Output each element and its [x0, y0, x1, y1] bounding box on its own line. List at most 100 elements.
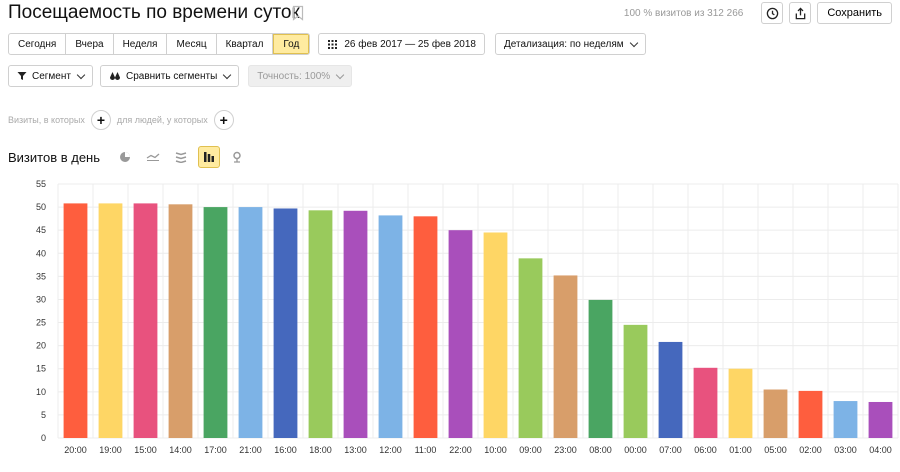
- filters-row: Визиты, в которых + для людей, у которых…: [8, 110, 240, 130]
- visits-share-text: 100 % визитов из 312 266: [623, 7, 744, 19]
- area-chart-icon: [175, 152, 187, 163]
- segment-label: Сегмент: [32, 70, 71, 82]
- x-tick-label: 18:00: [309, 445, 332, 455]
- segment-toolbar: Сегмент Сравнить сегменты Точность: 100%: [8, 65, 353, 87]
- bar: [238, 207, 263, 438]
- bar: [483, 232, 508, 438]
- y-tick-label: 50: [36, 202, 46, 212]
- segment-button[interactable]: Сегмент: [8, 65, 93, 87]
- y-tick-label: 20: [36, 341, 46, 351]
- chevron-down-icon: [335, 70, 345, 79]
- y-tick-label: 0: [41, 433, 46, 443]
- y-tick-label: 10: [36, 387, 46, 397]
- x-tick-label: 20:00: [64, 445, 87, 455]
- x-tick-label: 11:00: [415, 445, 437, 455]
- y-tick-label: 55: [36, 179, 46, 189]
- period-option[interactable]: Квартал: [217, 34, 274, 54]
- clock-icon: [766, 7, 779, 19]
- x-tick-label: 00:00: [624, 445, 647, 455]
- x-tick-label: 22:00: [449, 445, 472, 455]
- x-tick-label: 05:00: [764, 445, 787, 455]
- compare-label: Сравнить сегменты: [125, 70, 218, 82]
- export-icon: [795, 6, 806, 19]
- x-tick-label: 01:00: [729, 445, 752, 455]
- bar: [273, 208, 298, 438]
- header-actions: 100 % визитов из 312 266 Сохранить: [624, 2, 892, 24]
- area-chart-type-button[interactable]: [170, 146, 192, 168]
- visits-filter-label: Визиты, в которых: [8, 115, 85, 125]
- period-option[interactable]: Сегодня: [9, 34, 67, 54]
- y-tick-label: 45: [36, 225, 46, 235]
- x-tick-label: 03:00: [834, 445, 857, 455]
- bar: [413, 216, 438, 438]
- bar: [63, 203, 88, 438]
- period-option[interactable]: Год: [273, 34, 310, 54]
- x-tick-label: 16:00: [274, 445, 297, 455]
- x-tick-label: 23:00: [554, 445, 577, 455]
- period-option[interactable]: Месяц: [167, 34, 217, 54]
- pie-chart-type-button[interactable]: [114, 146, 136, 168]
- bar: [168, 204, 193, 438]
- period-toolbar: Сегодня Вчера Неделя Месяц Квартал Год 26 фев…: [8, 33, 646, 55]
- chevron-down-icon: [76, 70, 86, 79]
- bar: [728, 368, 753, 438]
- x-tick-label: 04:00: [869, 445, 892, 455]
- save-button[interactable]: Сохранить: [817, 2, 892, 24]
- bar: [203, 207, 228, 438]
- bar: [868, 401, 893, 438]
- line-chart-type-button[interactable]: [142, 146, 164, 168]
- export-button[interactable]: [789, 2, 812, 24]
- line-chart-icon: [146, 153, 160, 161]
- period-selector: Сегодня Вчера Неделя Месяц Квартал Год: [8, 33, 311, 55]
- bar: [833, 401, 858, 438]
- bar-chart-icon: [204, 152, 214, 162]
- bar: [588, 299, 613, 438]
- bar: [133, 203, 158, 438]
- bar: [763, 389, 788, 438]
- bar-chart-type-button[interactable]: [198, 146, 220, 168]
- visits-bar-chart: 0 5 10 15 20 25 30 35 40 45 50 55 20:00 19:00 15:00 14:…: [36, 179, 899, 455]
- period-option[interactable]: Неделя: [114, 34, 168, 54]
- chevron-down-icon: [223, 70, 232, 79]
- add-visits-filter-button[interactable]: +: [90, 110, 111, 130]
- bar: [448, 230, 473, 438]
- y-tick-label: 15: [36, 364, 46, 374]
- period-option[interactable]: Вчера: [66, 34, 114, 54]
- compare-icon: [109, 72, 120, 80]
- bar: [553, 275, 578, 438]
- x-tick-label: 13:00: [344, 445, 367, 455]
- x-tick-label: 10:00: [484, 445, 507, 455]
- x-tick-label: 21:00: [239, 445, 262, 455]
- bar: [623, 324, 648, 438]
- bar: [658, 341, 683, 438]
- bar: [693, 367, 718, 438]
- accuracy-dropdown[interactable]: Точность: 100%: [248, 65, 353, 87]
- map-pin-icon: [233, 151, 241, 163]
- map-chart-type-button[interactable]: [226, 146, 248, 168]
- accuracy-label: Точность: 100%: [257, 70, 331, 82]
- bookmark-icon[interactable]: [292, 5, 304, 21]
- pie-chart-icon: [120, 152, 130, 162]
- detail-dropdown[interactable]: Детализация: по неделям: [494, 33, 646, 55]
- detail-label: Детализация: по неделям: [503, 38, 624, 50]
- filter-icon: [17, 72, 27, 80]
- x-tick-label: 06:00: [694, 445, 717, 455]
- x-tick-label: 15:00: [134, 445, 157, 455]
- calendar-icon: [328, 39, 338, 49]
- x-tick-label: 12:00: [379, 445, 402, 455]
- add-people-filter-button[interactable]: +: [213, 110, 234, 130]
- x-tick-label: 02:00: [799, 445, 822, 455]
- y-tick-label: 5: [41, 410, 46, 420]
- history-button[interactable]: [761, 2, 784, 24]
- x-tick-label: 08:00: [589, 445, 612, 455]
- date-range-button[interactable]: 26 фев 2017 — 25 фев 2018: [318, 33, 485, 55]
- y-tick-label: 35: [36, 271, 46, 281]
- y-tick-label: 30: [36, 294, 46, 304]
- compare-segments-button[interactable]: Сравнить сегменты: [99, 65, 240, 87]
- chevron-down-icon: [629, 38, 638, 47]
- x-tick-label: 19:00: [99, 445, 122, 455]
- page-title: Посещаемость по времени суток: [8, 2, 300, 23]
- bar: [378, 215, 403, 438]
- chart-header: Визитов в день: [8, 146, 248, 168]
- bar: [343, 210, 368, 438]
